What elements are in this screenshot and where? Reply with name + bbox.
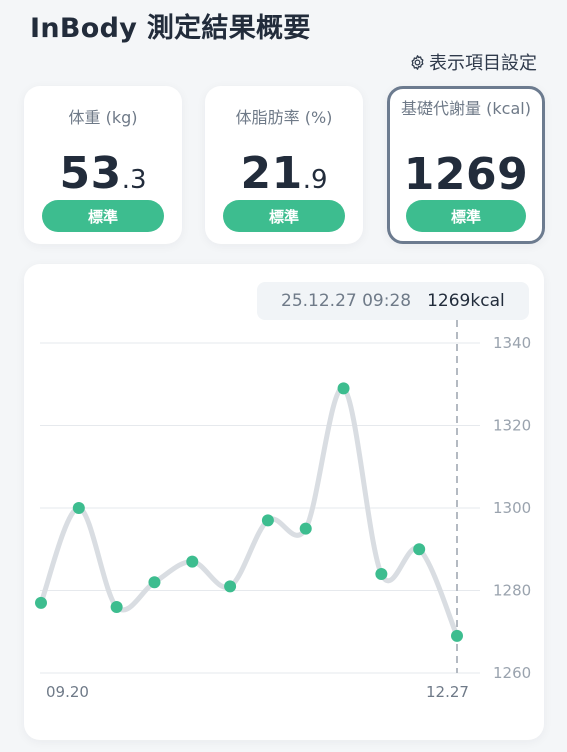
weight-value-dec: .3 <box>121 165 147 195</box>
bmr-value-int: 1269 <box>403 149 529 200</box>
data-point <box>148 576 161 589</box>
weight-value: 53.3 <box>24 148 182 199</box>
x-tick-label: 12.27 <box>426 683 469 701</box>
bmr-line-chart[interactable]: 1340 1320 1300 1280 1260 09.20 12.27 <box>24 264 544 740</box>
y-tick-label: 1320 <box>493 417 531 435</box>
body-fat-label: 体脂肪率 (%) <box>235 108 333 127</box>
y-tick-label: 1300 <box>493 499 531 517</box>
data-point <box>413 543 426 556</box>
x-tick-label: 09.20 <box>46 683 89 701</box>
data-point <box>224 580 237 593</box>
body-fat-card[interactable]: 体脂肪率 (%) 21.9 標準 <box>205 86 363 244</box>
data-point <box>451 629 463 642</box>
body-fat-value-dec: .9 <box>302 165 328 195</box>
tooltip-time: 25.12.27 09:28 <box>281 291 412 311</box>
y-tick-label: 1260 <box>493 664 531 682</box>
weight-status-badge: 標準 <box>42 200 164 232</box>
tooltip-value: 1269kcal <box>427 291 505 311</box>
y-tick-label: 1340 <box>493 334 531 352</box>
body-fat-value: 21.9 <box>205 148 363 199</box>
bmr-value: 1269 <box>390 149 542 200</box>
data-point <box>337 382 350 395</box>
body-fat-status-badge: 標準 <box>223 200 345 232</box>
body-fat-value-int: 21 <box>240 148 303 199</box>
y-tick-label: 1280 <box>493 582 531 600</box>
data-point <box>299 522 312 535</box>
display-settings-label: 表示項目設定 <box>429 53 537 74</box>
data-point <box>186 555 199 568</box>
data-point <box>375 568 388 580</box>
bmr-label: 基礎代謝量 (kcal) <box>401 99 531 118</box>
chart-tooltip: 25.12.27 09:28 1269kcal <box>257 282 529 320</box>
bmr-chart-card: 1340 1320 1300 1280 1260 09.20 12.27 25.12.27 … <box>24 264 544 740</box>
weight-card[interactable]: 体重 (kg) 53.3 標準 <box>24 86 182 244</box>
data-point <box>35 596 47 609</box>
data-point <box>110 601 123 613</box>
data-point <box>72 502 85 514</box>
data-point <box>261 514 274 527</box>
weight-value-int: 53 <box>59 148 122 199</box>
bmr-card[interactable]: 基礎代謝量 (kcal) 1269 標準 <box>387 86 545 244</box>
gear-icon <box>409 54 426 71</box>
weight-label: 体重 (kg) <box>68 108 138 127</box>
bmr-status-badge: 標準 <box>406 200 526 232</box>
page-title: InBody 測定結果概要 <box>30 13 311 44</box>
display-settings-link[interactable]: 表示項目設定 <box>409 49 537 75</box>
